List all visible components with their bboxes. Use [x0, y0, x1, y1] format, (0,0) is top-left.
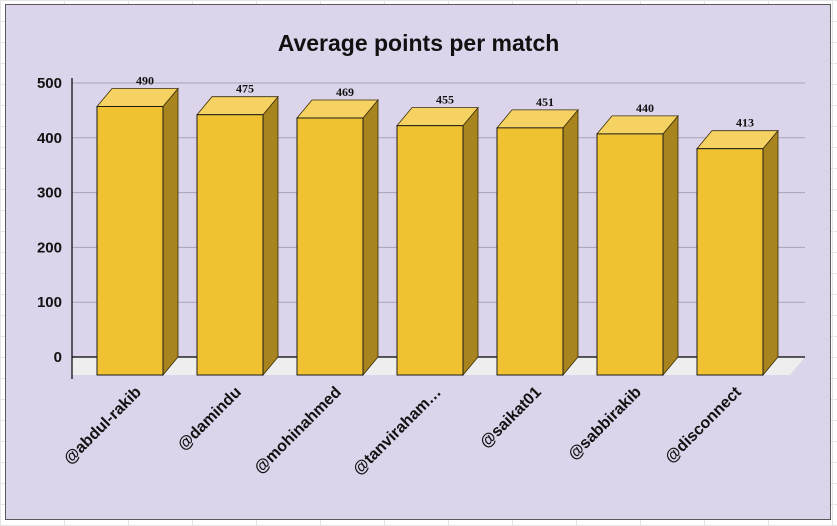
bar [596, 133, 664, 376]
data-label: 490 [136, 73, 154, 87]
data-label: 475 [236, 82, 254, 96]
bar-side [262, 95, 279, 377]
chart-title: Average points per match [277, 30, 560, 56]
x-tick-label: @damindu [175, 384, 245, 454]
bar [96, 105, 164, 376]
data-label: 451 [536, 95, 554, 109]
y-tick-label: 400 [37, 130, 62, 147]
y-tick-label: 500 [37, 75, 62, 92]
x-tick-label: @abdul-rakib [61, 384, 145, 468]
bar-side [762, 129, 779, 377]
bar [196, 114, 264, 376]
x-tick-label: @disconnect [662, 383, 745, 466]
bar-side [462, 106, 479, 377]
x-tick-label: @tanviraham… [350, 384, 445, 479]
bar-side [662, 114, 679, 377]
y-tick-label: 300 [37, 185, 62, 202]
x-tick-label: @sabbirakib [565, 384, 645, 464]
data-label: 469 [336, 85, 354, 99]
x-tick-label: @saikat01 [477, 384, 545, 452]
bar-side [362, 98, 379, 377]
bar [396, 125, 464, 376]
bar [296, 117, 364, 376]
data-label: 413 [736, 116, 754, 130]
bar [696, 148, 764, 376]
x-tick-label: @mohinahmed [251, 384, 344, 477]
data-label: 455 [436, 93, 454, 107]
y-tick-label: 0 [54, 349, 62, 366]
bar [496, 127, 564, 376]
bar-side [562, 108, 579, 377]
y-tick-label: 200 [37, 239, 62, 256]
bar-side [162, 87, 179, 377]
y-tick-label: 100 [37, 294, 62, 311]
data-label: 440 [636, 101, 654, 115]
